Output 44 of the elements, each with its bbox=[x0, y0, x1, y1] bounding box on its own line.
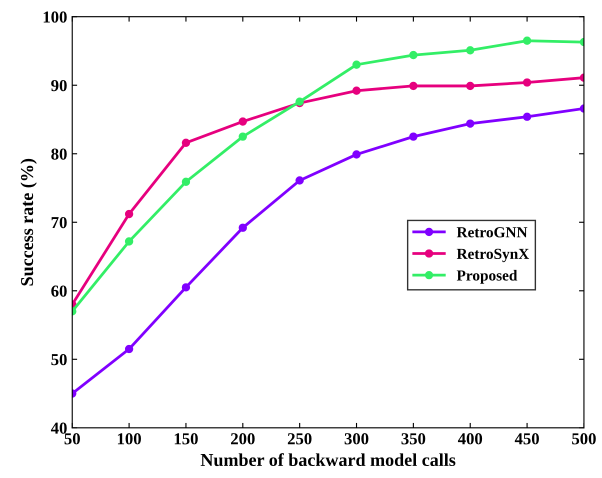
point bbox=[522, 78, 532, 87]
x-tick-label: 450 bbox=[514, 433, 539, 444]
point bbox=[522, 112, 532, 121]
y-axis-title: Success rate (%) bbox=[20, 158, 37, 286]
point bbox=[409, 132, 418, 141]
x-axis-title: Number of backward model calls bbox=[200, 453, 456, 466]
point bbox=[522, 36, 532, 45]
point bbox=[238, 117, 247, 126]
x-tick-label: 150 bbox=[174, 433, 198, 444]
x-tick-label: 300 bbox=[344, 433, 368, 444]
point bbox=[409, 82, 418, 90]
point bbox=[466, 119, 474, 128]
point bbox=[409, 50, 418, 60]
y-tick-label: 100 bbox=[44, 11, 67, 23]
point bbox=[182, 138, 190, 147]
point bbox=[352, 60, 361, 69]
x-tick-label: 250 bbox=[288, 433, 312, 444]
y-tick-label: 90 bbox=[51, 80, 67, 92]
point bbox=[295, 176, 304, 185]
x-tick-label: 50 bbox=[64, 433, 80, 444]
y-tick-label: 40 bbox=[50, 422, 67, 434]
point bbox=[466, 82, 474, 90]
legend-label: Proposed bbox=[456, 270, 518, 284]
x-tick-label: 500 bbox=[572, 433, 596, 444]
y-tick-label: 50 bbox=[51, 354, 67, 366]
x-tick-label: 400 bbox=[458, 433, 482, 444]
point bbox=[352, 150, 361, 159]
point bbox=[182, 283, 190, 292]
point bbox=[238, 132, 247, 141]
point bbox=[352, 86, 361, 95]
point bbox=[124, 210, 134, 218]
point bbox=[124, 237, 134, 246]
x-tick-label: 100 bbox=[118, 433, 141, 444]
point bbox=[124, 344, 134, 354]
point bbox=[238, 224, 247, 232]
legend-label: RetroGNN bbox=[456, 227, 528, 238]
y-tick-label: 80 bbox=[51, 148, 67, 160]
y-tick-label: 70 bbox=[52, 216, 67, 228]
point bbox=[182, 178, 190, 186]
x-tick-label: 200 bbox=[231, 433, 255, 444]
legend-label: RetroSynX bbox=[456, 248, 530, 262]
x-tick-label: 350 bbox=[402, 433, 426, 444]
point bbox=[466, 46, 474, 54]
y-tick-label: 60 bbox=[51, 285, 67, 297]
